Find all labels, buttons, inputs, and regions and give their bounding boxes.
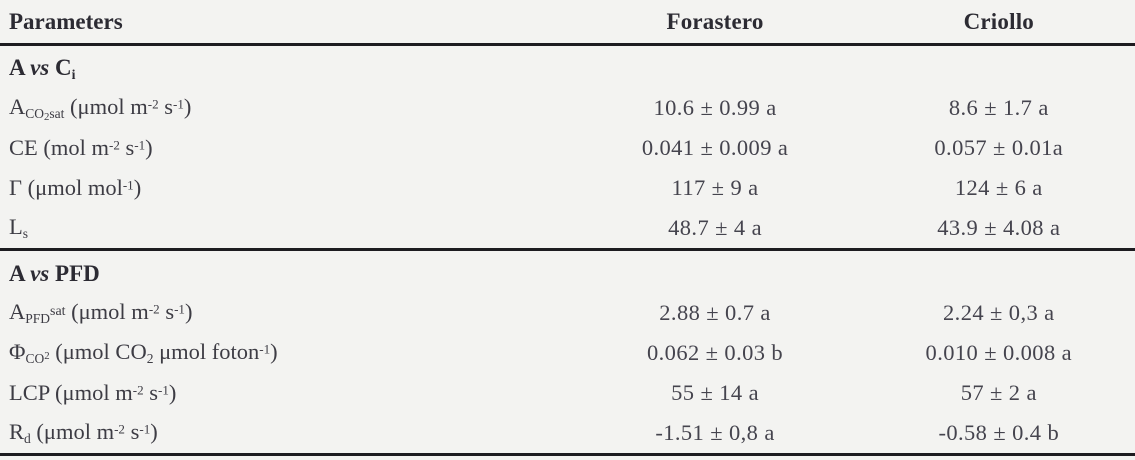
param-cell: ACO2sat (μmol m-2 s-1) bbox=[0, 94, 568, 123]
table-section: A vs Ci ACO2sat (μmol m-2 s-1) 10.6 ± 0.99… bbox=[0, 46, 1135, 251]
table-row: Rd (μmol m-2 s-1) -1.51 ± 0,8 a -0.58 ± 0.… bbox=[0, 413, 1135, 453]
label-fragment: CO bbox=[25, 105, 45, 121]
param-cell: ΦCO2 (μmol CO2 μmol foton-1) bbox=[0, 339, 568, 367]
label-fragment: (μmol m bbox=[30, 418, 115, 444]
label-fragment: -1 bbox=[158, 382, 169, 398]
label-fragment: A bbox=[9, 261, 31, 286]
label-fragment: 2 bbox=[44, 350, 50, 363]
table-body: A vs Ci ACO2sat (μmol m-2 s-1) 10.6 ± 0.99… bbox=[0, 46, 1135, 456]
label-fragment: s bbox=[22, 226, 29, 242]
label-fragment: ) bbox=[183, 93, 192, 119]
column-header-parameters: Parameters bbox=[9, 8, 123, 34]
section-header-row: A vs PFD bbox=[0, 251, 1135, 293]
label-fragment: Γ (μmol mol bbox=[9, 175, 123, 200]
label-fragment: Φ bbox=[9, 338, 26, 364]
param-cell: Γ (μmol mol-1) bbox=[0, 175, 568, 201]
label-fragment: i bbox=[71, 67, 76, 83]
column-header-forastero: Forastero bbox=[666, 8, 764, 34]
section-title: A vs Ci bbox=[0, 55, 568, 83]
table-row: Ls 48.7 ± 4 a 43.9 ± 4.08 a bbox=[0, 208, 1135, 248]
label-fragment: A bbox=[9, 93, 26, 119]
label-fragment: s bbox=[124, 418, 140, 444]
label-fragment: -1 bbox=[134, 137, 146, 153]
label-fragment: R bbox=[9, 418, 25, 444]
label-fragment: -2 bbox=[148, 301, 160, 317]
table-row: APFDsat (μmol m-2 s-1) 2.88 ± 0.7 a 2.24 ±… bbox=[0, 293, 1135, 333]
label-fragment: C bbox=[49, 54, 72, 80]
label-fragment: s bbox=[159, 298, 175, 324]
forastero-value-cell: 2.88 ± 0.7 a bbox=[659, 300, 771, 325]
table-section: A vs PFD APFDsat (μmol m-2 s-1) 2.88 ± 0.7… bbox=[0, 251, 1135, 456]
label-fragment: A bbox=[9, 298, 26, 324]
criollo-value-cell: 124 ± 6 a bbox=[954, 175, 1043, 200]
label-fragment: s bbox=[158, 93, 173, 119]
label-fragment: ) bbox=[145, 135, 153, 160]
forastero-value-cell: 48.7 ± 4 a bbox=[668, 215, 762, 240]
label-fragment: -2 bbox=[147, 96, 159, 112]
forastero-value-cell: 0.062 ± 0.03 b bbox=[647, 340, 784, 365]
label-fragment: LCP (μmol m bbox=[9, 380, 133, 405]
label-fragment: PFD bbox=[25, 311, 51, 327]
label-fragment: -1 bbox=[173, 96, 184, 112]
criollo-value-cell: 0.057 ± 0.01a bbox=[934, 135, 1064, 160]
label-fragment: 2 bbox=[146, 351, 154, 367]
label-fragment: ) bbox=[150, 418, 158, 444]
criollo-value-cell: -0.58 ± 0.4 b bbox=[938, 420, 1060, 445]
section-header-row: A vs Ci bbox=[0, 46, 1135, 88]
param-cell: APFDsat (μmol m-2 s-1) bbox=[0, 299, 568, 327]
label-fragment: -2 bbox=[132, 382, 144, 398]
table-header-row: Parameters Forastero Criollo bbox=[0, 0, 1135, 46]
label-fragment: ) bbox=[270, 338, 278, 364]
label-fragment: vs bbox=[30, 54, 50, 80]
forastero-value-cell: 10.6 ± 0.99 a bbox=[653, 95, 777, 120]
param-cell: Ls bbox=[0, 214, 568, 242]
label-fragment: PFD bbox=[49, 261, 100, 286]
param-cell: LCP (μmol m-2 s-1) bbox=[0, 380, 568, 406]
label-fragment: -1 bbox=[139, 421, 151, 437]
label-fragment: s bbox=[119, 135, 135, 160]
label-fragment: sat bbox=[49, 105, 65, 121]
label-fragment: -2 bbox=[114, 421, 125, 437]
label-fragment: -1 bbox=[174, 301, 185, 317]
table-row: LCP (μmol m-2 s-1) 55 ± 14 a 57 ± 2 a bbox=[0, 373, 1135, 413]
table-row: ACO2sat (μmol m-2 s-1) 10.6 ± 0.99 a 8.6 ±… bbox=[0, 88, 1135, 128]
label-fragment: -2 bbox=[109, 137, 120, 153]
label-fragment: L bbox=[9, 213, 23, 239]
column-header-criollo: Criollo bbox=[963, 8, 1034, 34]
label-fragment: 2 bbox=[44, 110, 50, 123]
label-fragment: (μmol m bbox=[64, 93, 148, 119]
param-cell: Rd (μmol m-2 s-1) bbox=[0, 419, 568, 447]
label-fragment: ) bbox=[133, 175, 142, 200]
label-fragment: vs bbox=[30, 261, 50, 286]
label-fragment: A bbox=[9, 54, 31, 80]
label-fragment: -1 bbox=[259, 341, 271, 357]
label-fragment: CO bbox=[25, 351, 45, 367]
label-fragment: sat bbox=[50, 303, 66, 319]
table-row: Γ (μmol mol-1) 117 ± 9 a 124 ± 6 a bbox=[0, 168, 1135, 208]
label-fragment: CE (mol m bbox=[9, 135, 109, 160]
label-fragment: μmol foton bbox=[153, 338, 260, 364]
label-fragment: ) bbox=[168, 380, 177, 405]
table-row: ΦCO2 (μmol CO2 μmol foton-1) 0.062 ± 0.03… bbox=[0, 333, 1135, 373]
table-row: CE (mol m-2 s-1) 0.041 ± 0.009 a 0.057 ± 0… bbox=[0, 128, 1135, 168]
forastero-value-cell: 55 ± 14 a bbox=[671, 380, 759, 405]
forastero-value-cell: 0.041 ± 0.009 a bbox=[641, 135, 789, 160]
criollo-value-cell: 2.24 ± 0,3 a bbox=[943, 300, 1055, 325]
label-fragment: (μmol m bbox=[65, 298, 149, 324]
forastero-value-cell: 117 ± 9 a bbox=[671, 175, 759, 200]
criollo-value-cell: 8.6 ± 1.7 a bbox=[948, 95, 1049, 120]
label-fragment: ) bbox=[184, 298, 193, 324]
label-fragment: d bbox=[24, 431, 31, 447]
criollo-value-cell: 43.9 ± 4.08 a bbox=[937, 215, 1061, 240]
label-fragment: -1 bbox=[122, 177, 134, 193]
label-fragment: (μmol CO bbox=[49, 338, 147, 364]
forastero-value-cell: -1.51 ± 0,8 a bbox=[655, 420, 775, 445]
criollo-value-cell: 0.010 ± 0.008 a bbox=[925, 340, 1073, 365]
section-title: A vs PFD bbox=[0, 261, 568, 287]
label-fragment: s bbox=[143, 380, 159, 405]
criollo-value-cell: 57 ± 2 a bbox=[960, 380, 1037, 405]
param-cell: CE (mol m-2 s-1) bbox=[0, 135, 568, 161]
